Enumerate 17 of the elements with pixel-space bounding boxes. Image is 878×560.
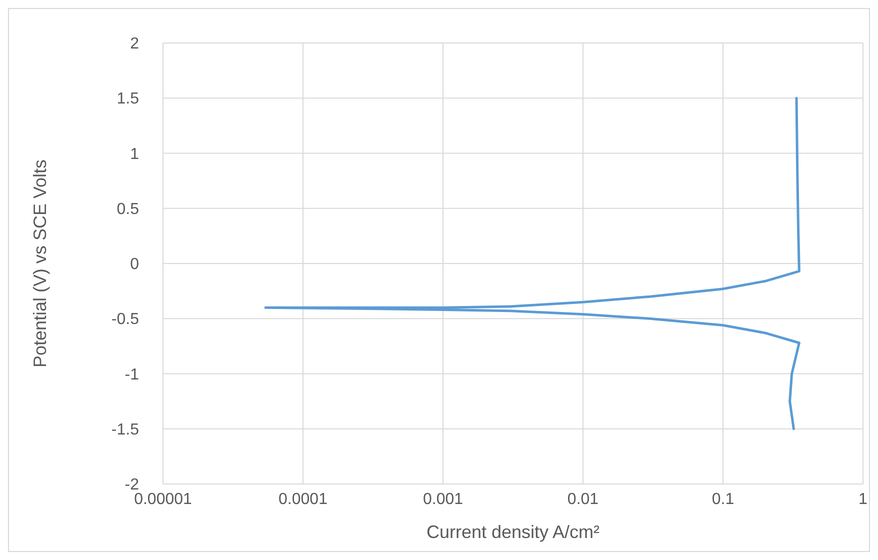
x-axis-title: Current density A/cm² [426,522,600,542]
x-tick-label: 0.1 [712,491,734,508]
x-tick-label: 0.0001 [278,491,328,508]
y-tick-label: 0 [130,256,140,274]
y-tick-label: 1 [130,146,140,163]
x-tick-label: 1 [858,491,868,508]
y-axis-title: Potential (V) vs SCE Volts [30,159,50,368]
x-tick-label: 0.01 [567,491,599,508]
y-tick-label: -1 [124,366,140,384]
y-tick-label: -0.5 [111,311,140,328]
y-tick-label: -2 [124,476,140,494]
y-tick-label: 2 [130,36,140,53]
x-tick-label: 0.001 [422,491,464,508]
y-tick-label: 0.5 [116,200,140,218]
y-tick-label: 1.5 [116,90,140,108]
x-tick-label: 0.00001 [134,491,192,508]
y-tick-label: -1.5 [111,421,140,438]
